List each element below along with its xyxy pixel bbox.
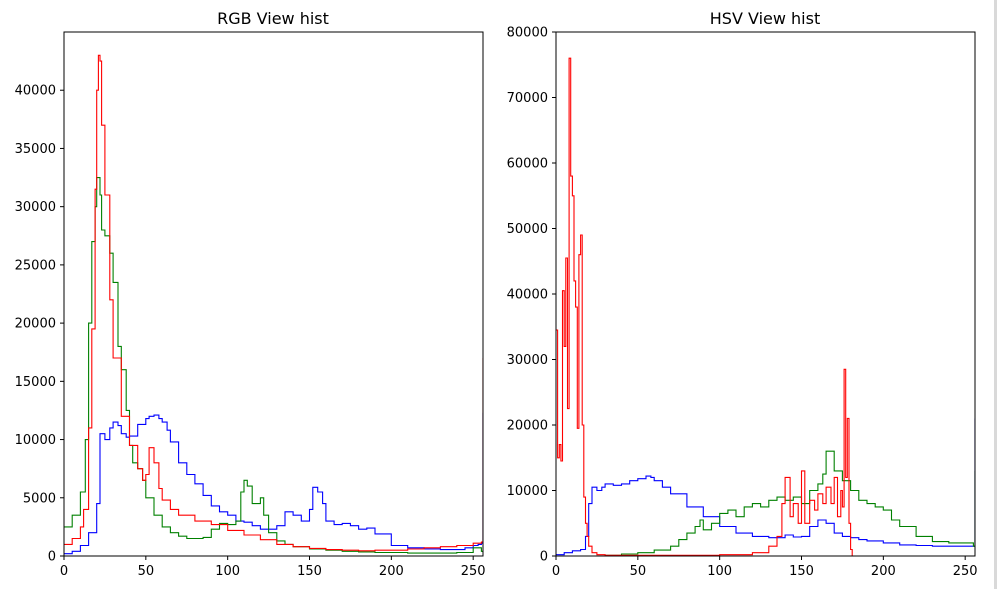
y-tick-label: 70000 [507,91,548,106]
series-line [556,450,975,556]
series-line [64,177,483,554]
y-tick-label: 5000 [23,491,56,506]
axes-frame [63,31,484,557]
x-tick-label: 250 [461,564,486,579]
y-tick-label: 40000 [15,84,56,99]
y-tick-label: 60000 [507,157,548,172]
y-tick-label: 80000 [507,26,548,41]
x-tick-label: 100 [215,564,240,579]
series-line [64,54,483,552]
y-tick-label: 20000 [507,419,548,434]
rgb-plot-area: 0 50 100 150 200 250 0 5000 10000 15000 20000 25000… [15,31,486,579]
hsv-plot-area: 0 50 100 150 200 250 0 10000 20000 30000 40000 5000… [507,26,978,580]
x-tick-label: 0 [552,564,560,579]
chart-rgb-hist: RGB View hist 0 50 100 150 200 250 0 5000 10000 1… [15,9,486,579]
chart-hsv-hist: HSV View hist 0 50 100 150 200 250 0 10000 20000… [507,9,978,579]
axes-frame [555,31,976,557]
window-scrollbar[interactable] [994,0,997,589]
y-tick-label: 30000 [507,353,548,368]
x-tick-label: 50 [138,564,155,579]
y-tick-label: 25000 [15,258,56,273]
chart-title: RGB View hist [217,9,329,28]
y-tick-label: 30000 [15,200,56,215]
y-tick-label: 50000 [507,222,548,237]
y-tick-label: 0 [540,550,548,565]
y-tick-label: 15000 [15,375,56,390]
series-line [556,418,975,556]
x-tick-label: 150 [789,564,814,579]
y-tick-label: 40000 [507,288,548,303]
x-tick-label: 200 [379,564,404,579]
chart-title: HSV View hist [710,9,820,28]
y-tick-label: 10000 [507,484,548,499]
x-tick-label: 0 [60,564,68,579]
x-tick-label: 200 [871,564,896,579]
x-tick-label: 100 [707,564,732,579]
y-tick-label: 10000 [15,433,56,448]
y-tick-label: 0 [48,550,56,565]
x-tick-label: 50 [630,564,647,579]
x-tick-label: 150 [297,564,322,579]
y-tick-label: 20000 [15,317,56,332]
series-line [556,57,975,556]
y-tick-label: 35000 [15,142,56,157]
x-tick-label: 250 [953,564,978,579]
